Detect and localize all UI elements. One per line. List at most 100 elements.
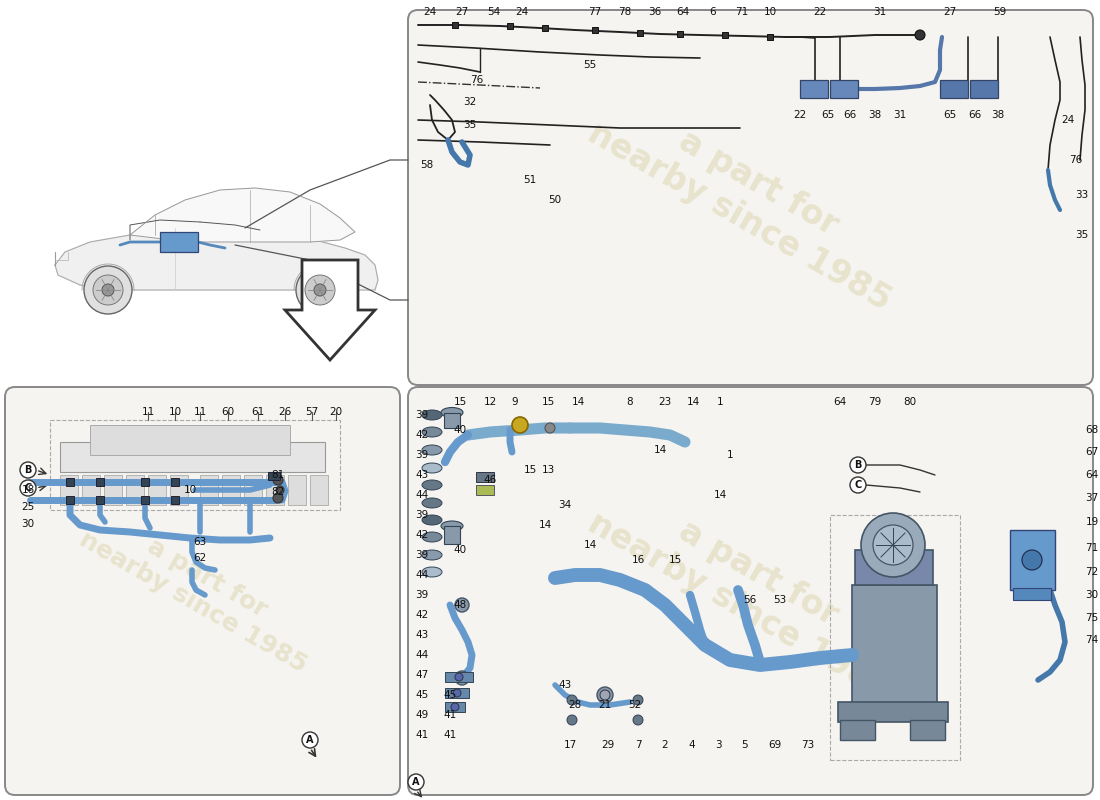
Text: 66: 66 [968,110,981,120]
Bar [446,688,469,698]
Text: 36: 36 [648,7,661,17]
Bar [222,475,240,505]
Ellipse shape [422,532,442,542]
Text: 44: 44 [416,490,429,500]
Circle shape [455,671,469,685]
Circle shape [544,423,556,433]
Text: 53: 53 [773,595,786,605]
Ellipse shape [422,480,442,490]
Text: 40: 40 [453,425,466,435]
Text: 38: 38 [868,110,881,120]
Text: a part for
nearby since 1985: a part for nearby since 1985 [75,503,324,677]
Text: 14: 14 [653,445,667,455]
Bar [840,720,874,740]
Text: 39: 39 [416,410,429,420]
Text: 35: 35 [1076,230,1089,240]
Bar [444,413,460,427]
Text: 12: 12 [483,397,496,407]
Text: 13: 13 [541,465,554,475]
Text: 19: 19 [1086,517,1099,527]
Text: 3: 3 [715,740,722,750]
Circle shape [600,690,610,700]
Text: 15: 15 [453,397,466,407]
Text: 42: 42 [416,430,429,440]
Text: 48: 48 [453,600,466,610]
Text: 42: 42 [416,530,429,540]
Bar [444,526,460,544]
Text: C: C [855,480,861,490]
Text: 22: 22 [813,7,826,17]
Text: 65: 65 [944,110,957,120]
Text: 39: 39 [416,510,429,520]
Text: a part for
nearby since 1985: a part for nearby since 1985 [582,83,916,317]
Polygon shape [55,228,378,290]
Text: 30: 30 [1086,590,1099,600]
Bar [244,475,262,505]
Text: 40: 40 [453,545,466,555]
Text: 61: 61 [252,407,265,417]
Circle shape [451,703,459,711]
Ellipse shape [422,463,442,473]
Bar [592,27,598,33]
Circle shape [453,689,461,697]
Bar [855,550,933,585]
Text: 50: 50 [549,195,562,205]
Text: 52: 52 [628,700,641,710]
Bar [141,496,149,504]
Text: 24: 24 [1062,115,1075,125]
Text: 39: 39 [416,550,429,560]
Text: 38: 38 [991,110,1004,120]
Bar [126,475,144,505]
Bar [200,475,218,505]
Text: 44: 44 [416,650,429,660]
Text: 23: 23 [659,397,672,407]
Circle shape [850,457,866,473]
Text: A: A [412,777,420,787]
Text: 66: 66 [844,110,857,120]
Circle shape [84,266,132,314]
Text: 71: 71 [736,7,749,17]
Text: 30: 30 [21,519,34,529]
Circle shape [302,732,318,748]
Text: B: B [855,460,861,470]
Text: 57: 57 [306,407,319,417]
Bar [90,425,290,455]
Text: 1: 1 [717,397,724,407]
Text: A: A [306,735,313,745]
Text: 14: 14 [538,520,551,530]
Text: 76: 76 [1069,155,1082,165]
Ellipse shape [441,407,463,418]
Circle shape [1022,550,1042,570]
Text: 28: 28 [569,700,582,710]
Ellipse shape [422,427,442,437]
Text: 14: 14 [714,490,727,500]
Text: 11: 11 [194,407,207,417]
Text: 43: 43 [416,630,429,640]
Text: 25: 25 [21,502,34,512]
Bar [60,475,78,505]
Ellipse shape [422,515,442,525]
Text: 20: 20 [329,407,342,417]
Circle shape [305,275,336,305]
Text: 64: 64 [676,7,690,17]
Text: 45: 45 [443,690,456,700]
Text: 43: 43 [416,470,429,480]
Bar [838,702,948,722]
Text: 64: 64 [1086,470,1099,480]
Circle shape [276,486,284,494]
Text: 10: 10 [763,7,777,17]
Text: 15: 15 [669,555,682,565]
Bar [170,478,179,486]
Bar [800,80,828,98]
Text: 27: 27 [455,7,469,17]
FancyBboxPatch shape [6,387,400,795]
Text: C: C [24,483,32,493]
Text: 71: 71 [1086,543,1099,553]
Circle shape [455,598,469,612]
Text: 27: 27 [944,7,957,17]
Text: 39: 39 [416,450,429,460]
Text: 24: 24 [516,7,529,17]
Circle shape [566,715,578,725]
Circle shape [273,475,283,485]
FancyBboxPatch shape [408,10,1093,385]
